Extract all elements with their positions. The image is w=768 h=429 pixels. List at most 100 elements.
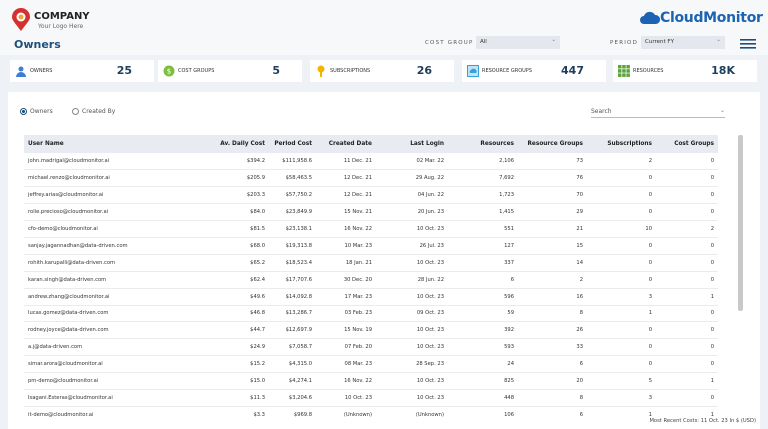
table-row[interactable]: rohith.karupalli@data-driven.com $65.2 $18… — [24, 254, 718, 272]
column-header[interactable]: Resource Groups — [518, 135, 587, 153]
table-cell: $81.5 — [194, 220, 269, 238]
table-cell: 33 — [518, 338, 587, 357]
footer-note: Most Recent Costs: 11 Oct. 23 In $ (USD) — [649, 418, 756, 424]
table-cell: 04 Jun. 22 — [376, 186, 448, 205]
table-cell: pm-demo@cloudmonitor.ai — [24, 372, 194, 390]
table-cell: $24.9 — [194, 338, 269, 357]
table-cell: 6 — [448, 271, 518, 289]
table-cell: 12 Dec. 21 — [316, 169, 376, 188]
table-cell: 0 — [587, 338, 656, 357]
table-row[interactable]: karan.singh@data-driven.com $62.4 $17,707.… — [24, 271, 718, 289]
table-cell: $65.2 — [194, 254, 269, 272]
table-cell: 16 Nov. 22 — [316, 372, 376, 390]
table-cell: 0 — [587, 355, 656, 374]
table-row[interactable]: cfo-demo@cloudmonitor.ai $81.5 $23,138.1 16… — [24, 220, 718, 238]
table-cell: 15 Nov. 21 — [316, 203, 376, 222]
table-cell: 6 — [518, 355, 587, 374]
table-cell: john.madrigal@cloudmonitor.ai — [24, 153, 194, 171]
table-row[interactable]: sanjay.jagannadhan@data-driven.com $68.0 $… — [24, 237, 718, 255]
table-cell: 10 Oct. 23 — [376, 338, 448, 357]
table-cell: rohith.karupalli@data-driven.com — [24, 254, 194, 272]
filter-dropdown[interactable]: All ⌄ — [476, 36, 560, 49]
table-cell: 76 — [518, 169, 587, 188]
column-header[interactable]: Cost Groups — [656, 135, 718, 153]
table-cell: (Unknown) — [316, 406, 376, 421]
table-cell: 15 — [518, 237, 587, 255]
table-row[interactable]: a.j@data-driven.com $24.9 $7,058.7 07 Feb. … — [24, 338, 718, 357]
column-header[interactable]: Created Date — [316, 135, 376, 153]
table-cell: 73 — [518, 153, 587, 171]
table-cell: 0 — [656, 338, 718, 357]
table-row[interactable]: simar.arora@cloudmonitor.ai $15.2 $4,315.0… — [24, 355, 718, 374]
column-header[interactable]: Resources — [448, 135, 518, 153]
table-cell: $4,315.0 — [269, 355, 316, 374]
table-cell: 24 — [448, 355, 518, 374]
menu-button[interactable] — [740, 39, 756, 49]
table-row[interactable]: Isagani.Esteras@cloudmonitor.ai $11.3 $3,2… — [24, 389, 718, 407]
dropdown-chevron: ⌄ — [716, 37, 721, 43]
column-header[interactable]: Subscriptions — [587, 135, 656, 153]
kpi-value: 447 — [561, 64, 584, 77]
table-row[interactable]: lucas.gomez@data-driven.com $46.8 $13,286.… — [24, 305, 718, 323]
table-cell: 0 — [656, 203, 718, 222]
table-cell: 29 — [518, 203, 587, 222]
table-row[interactable]: john.madrigal@cloudmonitor.ai $394.2 $111,… — [24, 153, 718, 171]
filter-label: PERIOD — [610, 40, 638, 46]
table-cell: (Unknown) — [376, 406, 448, 421]
view-radio[interactable]: Owners — [20, 108, 53, 115]
table-cell: $57,750.2 — [269, 186, 316, 205]
table-cell: 0 — [587, 186, 656, 205]
table-cell: $14,092.8 — [269, 288, 316, 306]
table-cell: $68.0 — [194, 237, 269, 255]
column-header[interactable]: User Name — [24, 135, 194, 153]
table-cell: 0 — [587, 321, 656, 340]
filter-value: All — [480, 39, 487, 45]
table-row[interactable]: jeffrey.arias@cloudmonitor.ai $203.3 $57,7… — [24, 186, 718, 205]
table-cell: 28 Jun. 22 — [376, 271, 448, 289]
table-row[interactable]: pm-demo@cloudmonitor.ai $15.0 $4,274.1 16 N… — [24, 372, 718, 390]
view-radio[interactable]: Created By — [72, 108, 115, 115]
table-cell: 1 — [656, 288, 718, 306]
table-cell: 6 — [518, 406, 587, 421]
table-cell: 07 Feb. 20 — [316, 338, 376, 357]
kpi-card: OWNERS 25 — [10, 60, 154, 82]
kpi-value: 5 — [272, 64, 280, 77]
company-tagline: Your Logo Here — [38, 23, 84, 30]
table-cell: $3,204.6 — [269, 389, 316, 407]
scrollbar[interactable] — [738, 135, 743, 311]
kpi-card: SUBSCRIPTIONS 26 — [310, 60, 454, 82]
table-cell: $11.3 — [194, 389, 269, 407]
table-row[interactable]: rodney.joyce@data-driven.com $44.7 $12,697… — [24, 321, 718, 340]
table-cell: cfo-demo@cloudmonitor.ai — [24, 220, 194, 238]
column-header[interactable]: Period Cost — [269, 135, 316, 153]
column-header[interactable]: Av. Daily Cost — [194, 135, 269, 153]
table-cell: 1 — [656, 406, 718, 421]
search-box[interactable]: Search ⌄ — [591, 107, 725, 118]
table-cell: 0 — [656, 254, 718, 272]
kpi-label: SUBSCRIPTIONS — [330, 68, 371, 74]
table-cell: 1 — [587, 305, 656, 323]
table-row[interactable]: andrew.zhang@cloudmonitor.ai $49.6 $14,092… — [24, 288, 718, 306]
table-cell: $13,286.7 — [269, 305, 316, 323]
table-row[interactable]: rolie.precioso@cloudmonitor.ai $84.0 $23,8… — [24, 203, 718, 222]
kpi-label: RESOURCE GROUPS — [482, 68, 532, 74]
table-row[interactable]: michael.renzo@cloudmonitor.ai $205.9 $58,4… — [24, 169, 718, 188]
table-cell: 16 — [518, 288, 587, 306]
table-cell: 2 — [656, 220, 718, 238]
table-cell: 0 — [656, 305, 718, 323]
table-row[interactable]: it-demo@cloudmonitor.ai $3.3 $969.8 (Unknow… — [24, 406, 718, 421]
table-cell: 11 Dec. 21 — [316, 153, 376, 171]
table-cell: $12,697.9 — [269, 321, 316, 340]
table-cell: 0 — [587, 169, 656, 188]
table-cell: jeffrey.arias@cloudmonitor.ai — [24, 186, 194, 205]
table-cell: a.j@data-driven.com — [24, 338, 194, 357]
table-cell: 1,415 — [448, 203, 518, 222]
filter-dropdown[interactable]: Current FY ⌄ — [641, 36, 725, 49]
kpi-label: COST GROUPS — [178, 68, 215, 74]
table-cell: 10 Oct. 23 — [376, 372, 448, 390]
table-cell: $23,849.9 — [269, 203, 316, 222]
filter-label: COST GROUP — [425, 40, 474, 46]
table-cell: 17 Mar. 23 — [316, 288, 376, 306]
column-header[interactable]: Last Login — [376, 135, 448, 153]
table-cell: 2 — [587, 153, 656, 171]
